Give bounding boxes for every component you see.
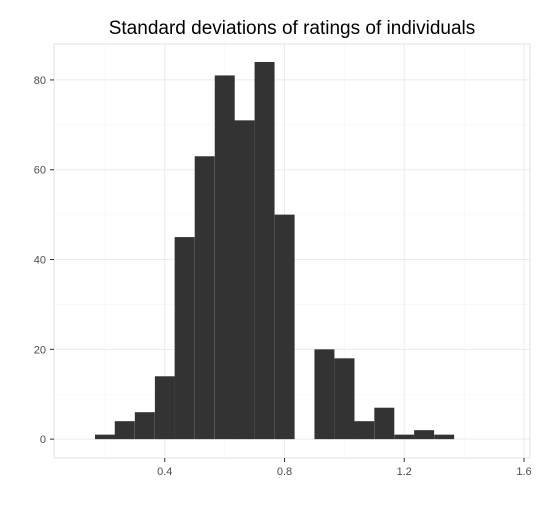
histogram-bar [154,376,175,440]
panel-border [53,43,531,459]
histogram-bar [374,407,395,440]
histogram-bar [354,421,375,440]
histogram-bar [95,434,115,440]
x-tick-label: 1.2 [397,466,412,478]
histogram-bar [434,434,455,440]
histogram-bar [274,214,295,440]
y-tick-label: 80 [34,75,46,87]
histogram-bar [194,156,215,440]
x-tick-label: 1.6 [516,466,531,478]
y-tick-label: 40 [34,255,46,267]
y-tick-label: 0 [40,434,46,446]
histogram-bar [334,358,355,440]
histogram-bar [174,237,195,440]
histogram-bars [95,61,455,440]
y-tick-label: 60 [34,165,46,177]
axis-ticks: 0.4 0.8 1.2 1.6 0 20 40 60 80 [34,75,532,478]
histogram-bar [254,61,275,440]
chart-title: Standard deviations of ratings of indivi… [108,18,476,39]
histogram-bar [234,120,255,440]
histogram-bar [214,75,235,440]
y-tick-label: 20 [34,344,46,356]
histogram-bar [114,421,135,440]
x-tick-label: 0.8 [277,466,292,478]
histogram-bar [414,430,435,440]
x-tick-label: 0.4 [157,466,172,478]
histogram-bar [134,412,155,440]
histogram-bar [314,349,335,440]
histogram-bar [394,434,415,440]
